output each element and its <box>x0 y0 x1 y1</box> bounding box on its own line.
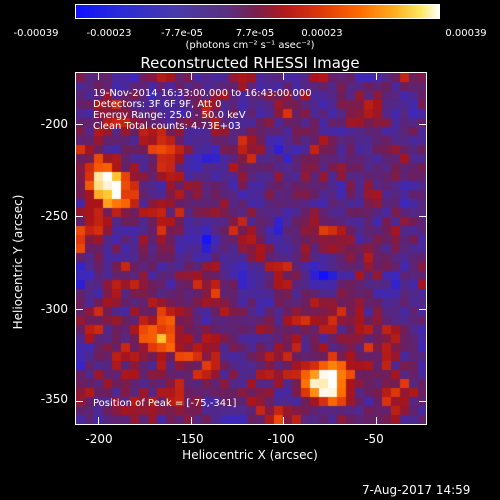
colorbar-tick-label: 7.7e-05 <box>235 28 275 39</box>
plot-area[interactable]: 19-Nov-2014 16:33:00.000 to 16:43:00.000… <box>75 72 427 425</box>
info-clean-counts: Clean Total counts: 4.73E+03 <box>93 121 241 132</box>
x-tick-label: -50 <box>364 432 384 446</box>
x-tick <box>191 417 192 424</box>
x-tick <box>98 417 99 424</box>
x-tick-label: -150 <box>176 432 204 446</box>
colorbar <box>75 4 440 19</box>
y-tick-label: -300 <box>40 302 68 316</box>
colorbar-tick-label: -0.00039 <box>13 28 59 39</box>
y-tick <box>76 124 83 125</box>
y-tick-label: -200 <box>40 117 68 131</box>
info-detectors: Detectors: 3F 6F 9F, Att 0 <box>93 99 222 110</box>
x-tick <box>283 73 284 80</box>
y-tick <box>419 216 426 217</box>
y-tick <box>76 401 83 402</box>
x-tick <box>376 417 377 424</box>
timestamp: 7-Aug-2017 14:59 <box>362 483 471 497</box>
x-tick <box>283 417 284 424</box>
x-tick <box>98 73 99 80</box>
y-tick <box>76 309 83 310</box>
y-tick <box>76 216 83 217</box>
y-tick <box>419 124 426 125</box>
colorbar-tick-label: -7.7e-05 <box>161 28 203 39</box>
info-peak-position: Position of Peak = [-75,-341] <box>93 398 237 409</box>
y-tick-label: -250 <box>40 209 68 223</box>
plot-title: Reconstructed RHESSI Image <box>140 54 360 72</box>
x-tick <box>191 73 192 80</box>
x-tick-label: -200 <box>85 432 113 446</box>
heatmap-image <box>76 73 426 424</box>
colorbar-tick-label: 0.00039 <box>445 28 487 39</box>
y-tick <box>419 309 426 310</box>
info-time-range: 19-Nov-2014 16:33:00.000 to 16:43:00.000 <box>93 88 312 99</box>
y-axis-label: Heliocentric Y (arcsec) <box>11 194 25 330</box>
colorbar-unit-label: (photons cm⁻² s⁻¹ asec⁻²) <box>185 40 315 51</box>
x-tick-label: -100 <box>267 432 295 446</box>
y-tick-label: -350 <box>40 392 68 406</box>
y-tick <box>419 401 426 402</box>
colorbar-tick-label: 0.00023 <box>301 28 343 39</box>
info-energy-range: Energy Range: 25.0 - 50.0 keV <box>93 110 246 121</box>
x-axis-label: Heliocentric X (arcsec) <box>182 448 318 462</box>
x-tick <box>376 73 377 80</box>
colorbar-tick-label: -0.00023 <box>86 28 132 39</box>
